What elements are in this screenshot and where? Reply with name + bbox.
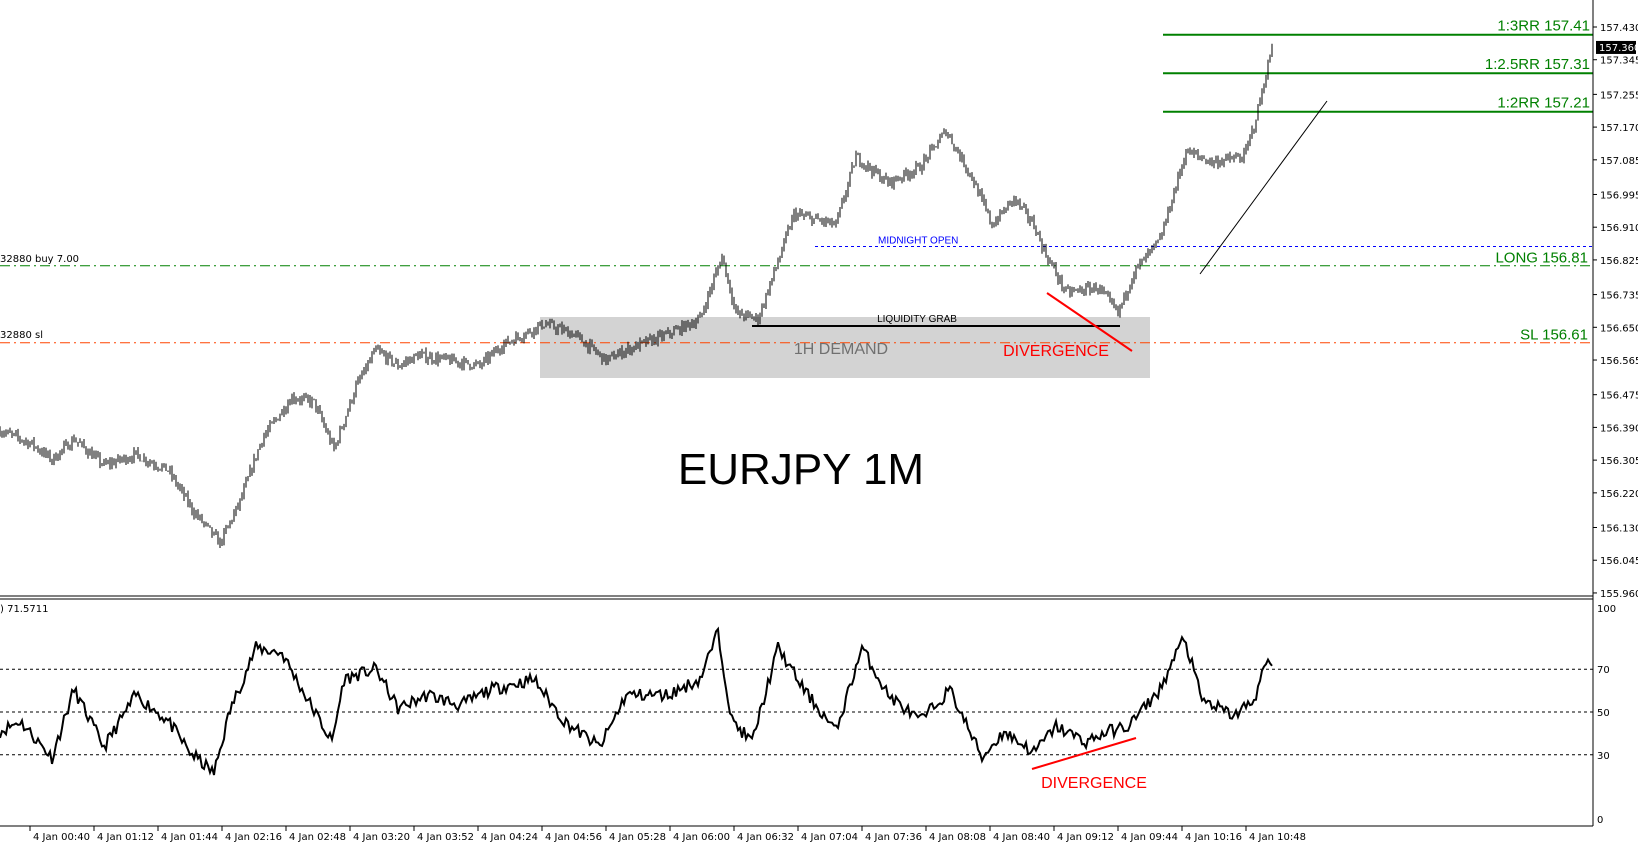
rsi-header: ) 71.5711 — [0, 604, 48, 615]
order-sl-label: 32880 sl — [0, 330, 43, 341]
time-tick-label: 4 Jan 03:20 — [353, 832, 410, 843]
demand-zone — [540, 317, 1150, 378]
time-tick-label: 4 Jan 01:44 — [161, 832, 218, 843]
price-tick-label: 156.305 — [1600, 456, 1638, 467]
time-tick-label: 4 Jan 00:40 — [33, 832, 90, 843]
rr-level-label: 1:3RR 157.41 — [1497, 18, 1590, 35]
time-tick-label: 4 Jan 09:12 — [1057, 832, 1114, 843]
liquidity-grab-label: LIQUIDITY GRAB — [877, 314, 957, 325]
time-tick-label: 4 Jan 07:04 — [801, 832, 858, 843]
price-tick-label: 156.475 — [1600, 391, 1638, 402]
price-tick-label: 156.045 — [1600, 556, 1638, 567]
time-tick-label: 4 Jan 08:08 — [929, 832, 986, 843]
time-tick-label: 4 Jan 08:40 — [993, 832, 1050, 843]
price-divergence-line — [1046, 292, 1133, 352]
time-tick-label: 4 Jan 04:56 — [545, 832, 602, 843]
rsi-divergence-label: DIVERGENCE — [1041, 775, 1147, 792]
price-tick-label: 157.430 — [1600, 23, 1638, 34]
rr-level-label: 1:2RR 157.21 — [1497, 95, 1590, 112]
price-tick-label: 157.255 — [1600, 90, 1638, 101]
time-tick-label: 4 Jan 06:32 — [737, 832, 794, 843]
price-tick-label: 157.085 — [1600, 156, 1638, 167]
price-divergence-label: DIVERGENCE — [1003, 343, 1109, 360]
price-tick-label: 156.390 — [1600, 423, 1638, 434]
rr-level-label: 1:2.5RR 157.31 — [1485, 56, 1590, 73]
rsi-divergence-line — [1031, 737, 1137, 770]
price-tick-label: 156.130 — [1600, 524, 1638, 535]
rsi-tick-label: 50 — [1597, 708, 1610, 719]
price-tick-label: 156.565 — [1600, 356, 1638, 367]
price-tick-label: 157.345 — [1600, 56, 1638, 67]
time-tick-label: 4 Jan 06:00 — [673, 832, 730, 843]
demand-zone-label: 1H DEMAND — [794, 341, 888, 358]
time-tick-label: 4 Jan 02:16 — [225, 832, 282, 843]
chart-title: EURJPY 1M — [678, 445, 924, 494]
rsi-tick-label: 70 — [1597, 665, 1610, 676]
price-tick-label: 156.825 — [1600, 256, 1638, 267]
order-level-label: SL 156.61 — [1520, 327, 1588, 344]
time-tick-label: 4 Jan 04:24 — [481, 832, 538, 843]
time-tick-label: 4 Jan 02:48 — [289, 832, 346, 843]
price-tick-label: 156.220 — [1600, 489, 1638, 500]
price-tick-label: 157.170 — [1600, 123, 1638, 134]
rsi-tick-label: 0 — [1597, 815, 1603, 826]
time-tick-label: 4 Jan 10:16 — [1185, 832, 1242, 843]
time-tick-label: 4 Jan 01:12 — [97, 832, 154, 843]
current-price-label: 157.360 — [1599, 43, 1638, 54]
rsi-tick-label: 100 — [1597, 604, 1616, 615]
time-tick-label: 4 Jan 05:28 — [609, 832, 666, 843]
time-tick-label: 4 Jan 03:52 — [417, 832, 474, 843]
price-tick-label: 156.995 — [1600, 190, 1638, 201]
price-tick-label: 156.650 — [1600, 323, 1638, 334]
price-tick-label: 156.910 — [1600, 223, 1638, 234]
time-tick-label: 4 Jan 09:44 — [1121, 832, 1178, 843]
order-level-label: LONG 156.81 — [1495, 250, 1588, 267]
trend-line — [1199, 100, 1328, 275]
price-tick-label: 155.960 — [1600, 589, 1638, 600]
midnight-open-label: MIDNIGHT OPEN — [878, 235, 958, 246]
order-buy-label: 32880 buy 7.00 — [0, 254, 79, 265]
rsi-tick-label: 30 — [1597, 751, 1610, 762]
rsi-line — [0, 626, 1273, 776]
time-tick-label: 4 Jan 07:36 — [865, 832, 922, 843]
time-tick-label: 4 Jan 10:48 — [1249, 832, 1306, 843]
price-tick-label: 156.735 — [1600, 291, 1638, 302]
current-price-box — [1596, 40, 1636, 54]
